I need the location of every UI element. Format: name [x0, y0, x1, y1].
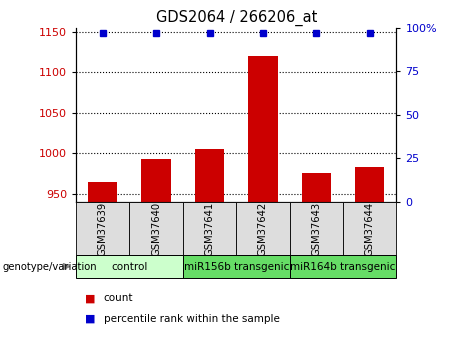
- Text: GSM37640: GSM37640: [151, 201, 161, 256]
- Text: GSM37642: GSM37642: [258, 201, 268, 256]
- Bar: [195, 149, 224, 202]
- Text: ■: ■: [85, 314, 96, 324]
- Title: GDS2064 / 266206_at: GDS2064 / 266206_at: [155, 10, 317, 26]
- Bar: [183, 202, 236, 255]
- Bar: [355, 167, 384, 202]
- Bar: [248, 56, 278, 202]
- Text: GSM37641: GSM37641: [205, 201, 214, 256]
- Text: genotype/variation: genotype/variation: [2, 262, 97, 272]
- Text: ■: ■: [85, 294, 96, 303]
- Bar: [76, 202, 130, 255]
- Text: GSM37644: GSM37644: [365, 201, 375, 256]
- Bar: [76, 255, 183, 278]
- Text: count: count: [104, 294, 133, 303]
- Bar: [290, 255, 396, 278]
- Text: GSM37639: GSM37639: [98, 201, 108, 256]
- Bar: [290, 202, 343, 255]
- Text: GSM37643: GSM37643: [311, 201, 321, 256]
- Text: miR156b transgenic: miR156b transgenic: [183, 262, 289, 272]
- Bar: [142, 159, 171, 202]
- Bar: [343, 202, 396, 255]
- Bar: [88, 181, 118, 202]
- Text: miR164b transgenic: miR164b transgenic: [290, 262, 396, 272]
- Text: control: control: [111, 262, 148, 272]
- Bar: [236, 202, 290, 255]
- Bar: [130, 202, 183, 255]
- Bar: [301, 174, 331, 202]
- Bar: [183, 255, 290, 278]
- Text: percentile rank within the sample: percentile rank within the sample: [104, 314, 280, 324]
